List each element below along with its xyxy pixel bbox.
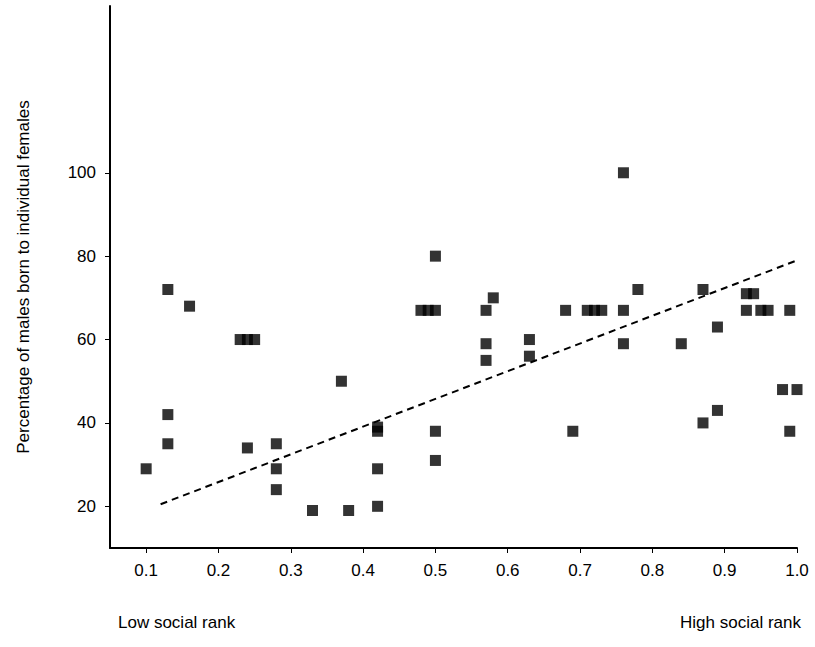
svg-text:40: 40 [77, 413, 96, 432]
svg-text:60: 60 [77, 330, 96, 349]
svg-text:0.5: 0.5 [424, 561, 448, 580]
svg-text:0.2: 0.2 [207, 561, 231, 580]
svg-text:0.4: 0.4 [351, 561, 375, 580]
svg-text:100: 100 [68, 163, 96, 182]
svg-text:0.9: 0.9 [713, 561, 737, 580]
svg-text:80: 80 [77, 247, 96, 266]
svg-text:Percentage of males born to in: Percentage of males born to individual f… [14, 100, 33, 453]
svg-text:0.1: 0.1 [134, 561, 158, 580]
svg-text:0.8: 0.8 [641, 561, 665, 580]
svg-text:20: 20 [77, 497, 96, 516]
svg-text:1.0: 1.0 [785, 561, 809, 580]
svg-text:0.6: 0.6 [496, 561, 520, 580]
svg-text:High social rank: High social rank [680, 613, 801, 632]
svg-text:0.3: 0.3 [279, 561, 303, 580]
svg-text:Low social rank: Low social rank [118, 613, 236, 632]
svg-text:0.7: 0.7 [568, 561, 592, 580]
